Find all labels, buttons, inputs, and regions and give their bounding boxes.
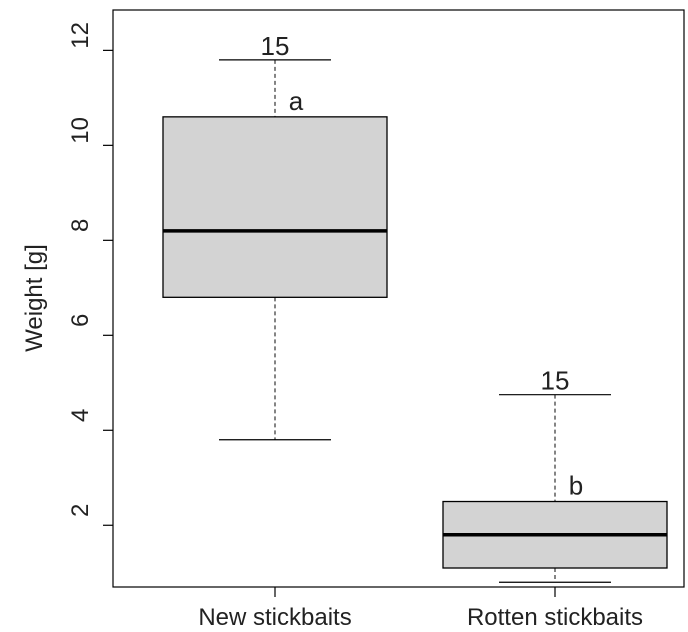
plot-frame [112,9,685,588]
n-label: 15 [541,366,570,396]
x-tick-label: New stickbaits [198,604,351,631]
boxes-layer [162,59,668,583]
x-tick-label: Rotten stickbaits [467,604,643,631]
y-axis: 2 4 6 8 10 12 [67,22,113,526]
y-tick-label: 12 [67,22,94,49]
y-tick-label: 4 [67,409,94,422]
y-tick-label: 6 [67,314,94,327]
group-letter: b [569,471,583,501]
n-label: 15 [261,31,290,61]
x-axis: New stickbaits Rotten stickbaits [198,587,643,631]
annotation-layer: 15 a 15 b [261,31,584,501]
y-axis-label: Weight [g] [21,244,48,352]
y-tick-label: 2 [67,504,94,517]
y-tick-label: 10 [67,117,94,144]
group-letter: a [289,86,304,116]
y-tick-label: 8 [67,219,94,232]
iqr-box [162,116,388,298]
